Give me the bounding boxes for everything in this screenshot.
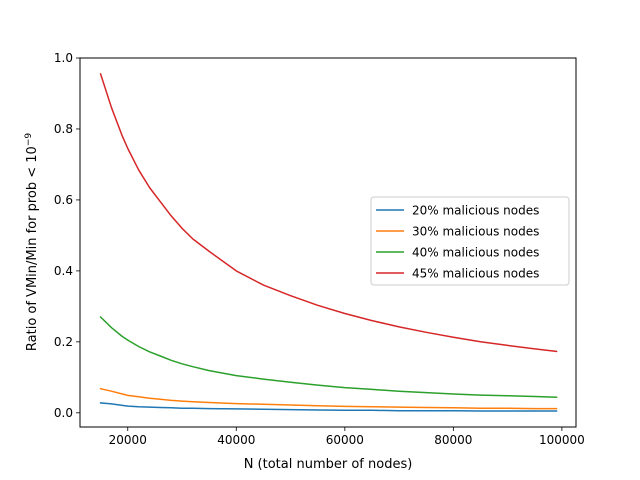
legend-box	[370, 196, 570, 286]
y-axis-label-main: Ratio of VMin/Min for prob < 10	[25, 146, 40, 351]
y-tick-label: 0.8	[54, 122, 73, 136]
x-tick-label: 60000	[326, 433, 364, 447]
y-axis-label-exponent: −9	[24, 133, 34, 147]
legend: 20% malicious nodes 30% malicious nodes 40…	[370, 196, 570, 286]
x-tick-label: 20000	[109, 433, 147, 447]
y-tick-label: 0.4	[54, 264, 73, 278]
legend-label: 30% malicious nodes	[412, 225, 539, 239]
y-axis-ticks: 0.0 0.2 0.4 0.6 0.8 1.0	[54, 51, 80, 420]
legend-label: 20% malicious nodes	[412, 204, 539, 218]
y-tick-label: 1.0	[54, 51, 73, 65]
x-axis-ticks: 20000 40000 60000 80000 100000	[109, 427, 585, 447]
legend-label: 40% malicious nodes	[412, 246, 539, 260]
y-tick-label: 0.6	[54, 193, 73, 207]
y-axis-label: Ratio of VMin/Min for prob < 10−9	[24, 133, 40, 351]
x-tick-label: 80000	[434, 433, 472, 447]
y-tick-label: 0.2	[54, 335, 73, 349]
series-line-1	[99, 402, 558, 412]
plot-frame	[79, 57, 577, 428]
x-axis-label: N (total number of nodes)	[244, 457, 413, 472]
y-tick-label: 0.0	[54, 406, 73, 420]
series-lines	[99, 73, 558, 412]
x-tick-label: 40000	[217, 433, 255, 447]
legend-label: 45% malicious nodes	[412, 267, 539, 281]
series-line-4	[99, 73, 558, 353]
x-tick-label: 100000	[539, 433, 585, 447]
series-line-2	[99, 387, 558, 410]
series-line-3	[99, 315, 558, 398]
